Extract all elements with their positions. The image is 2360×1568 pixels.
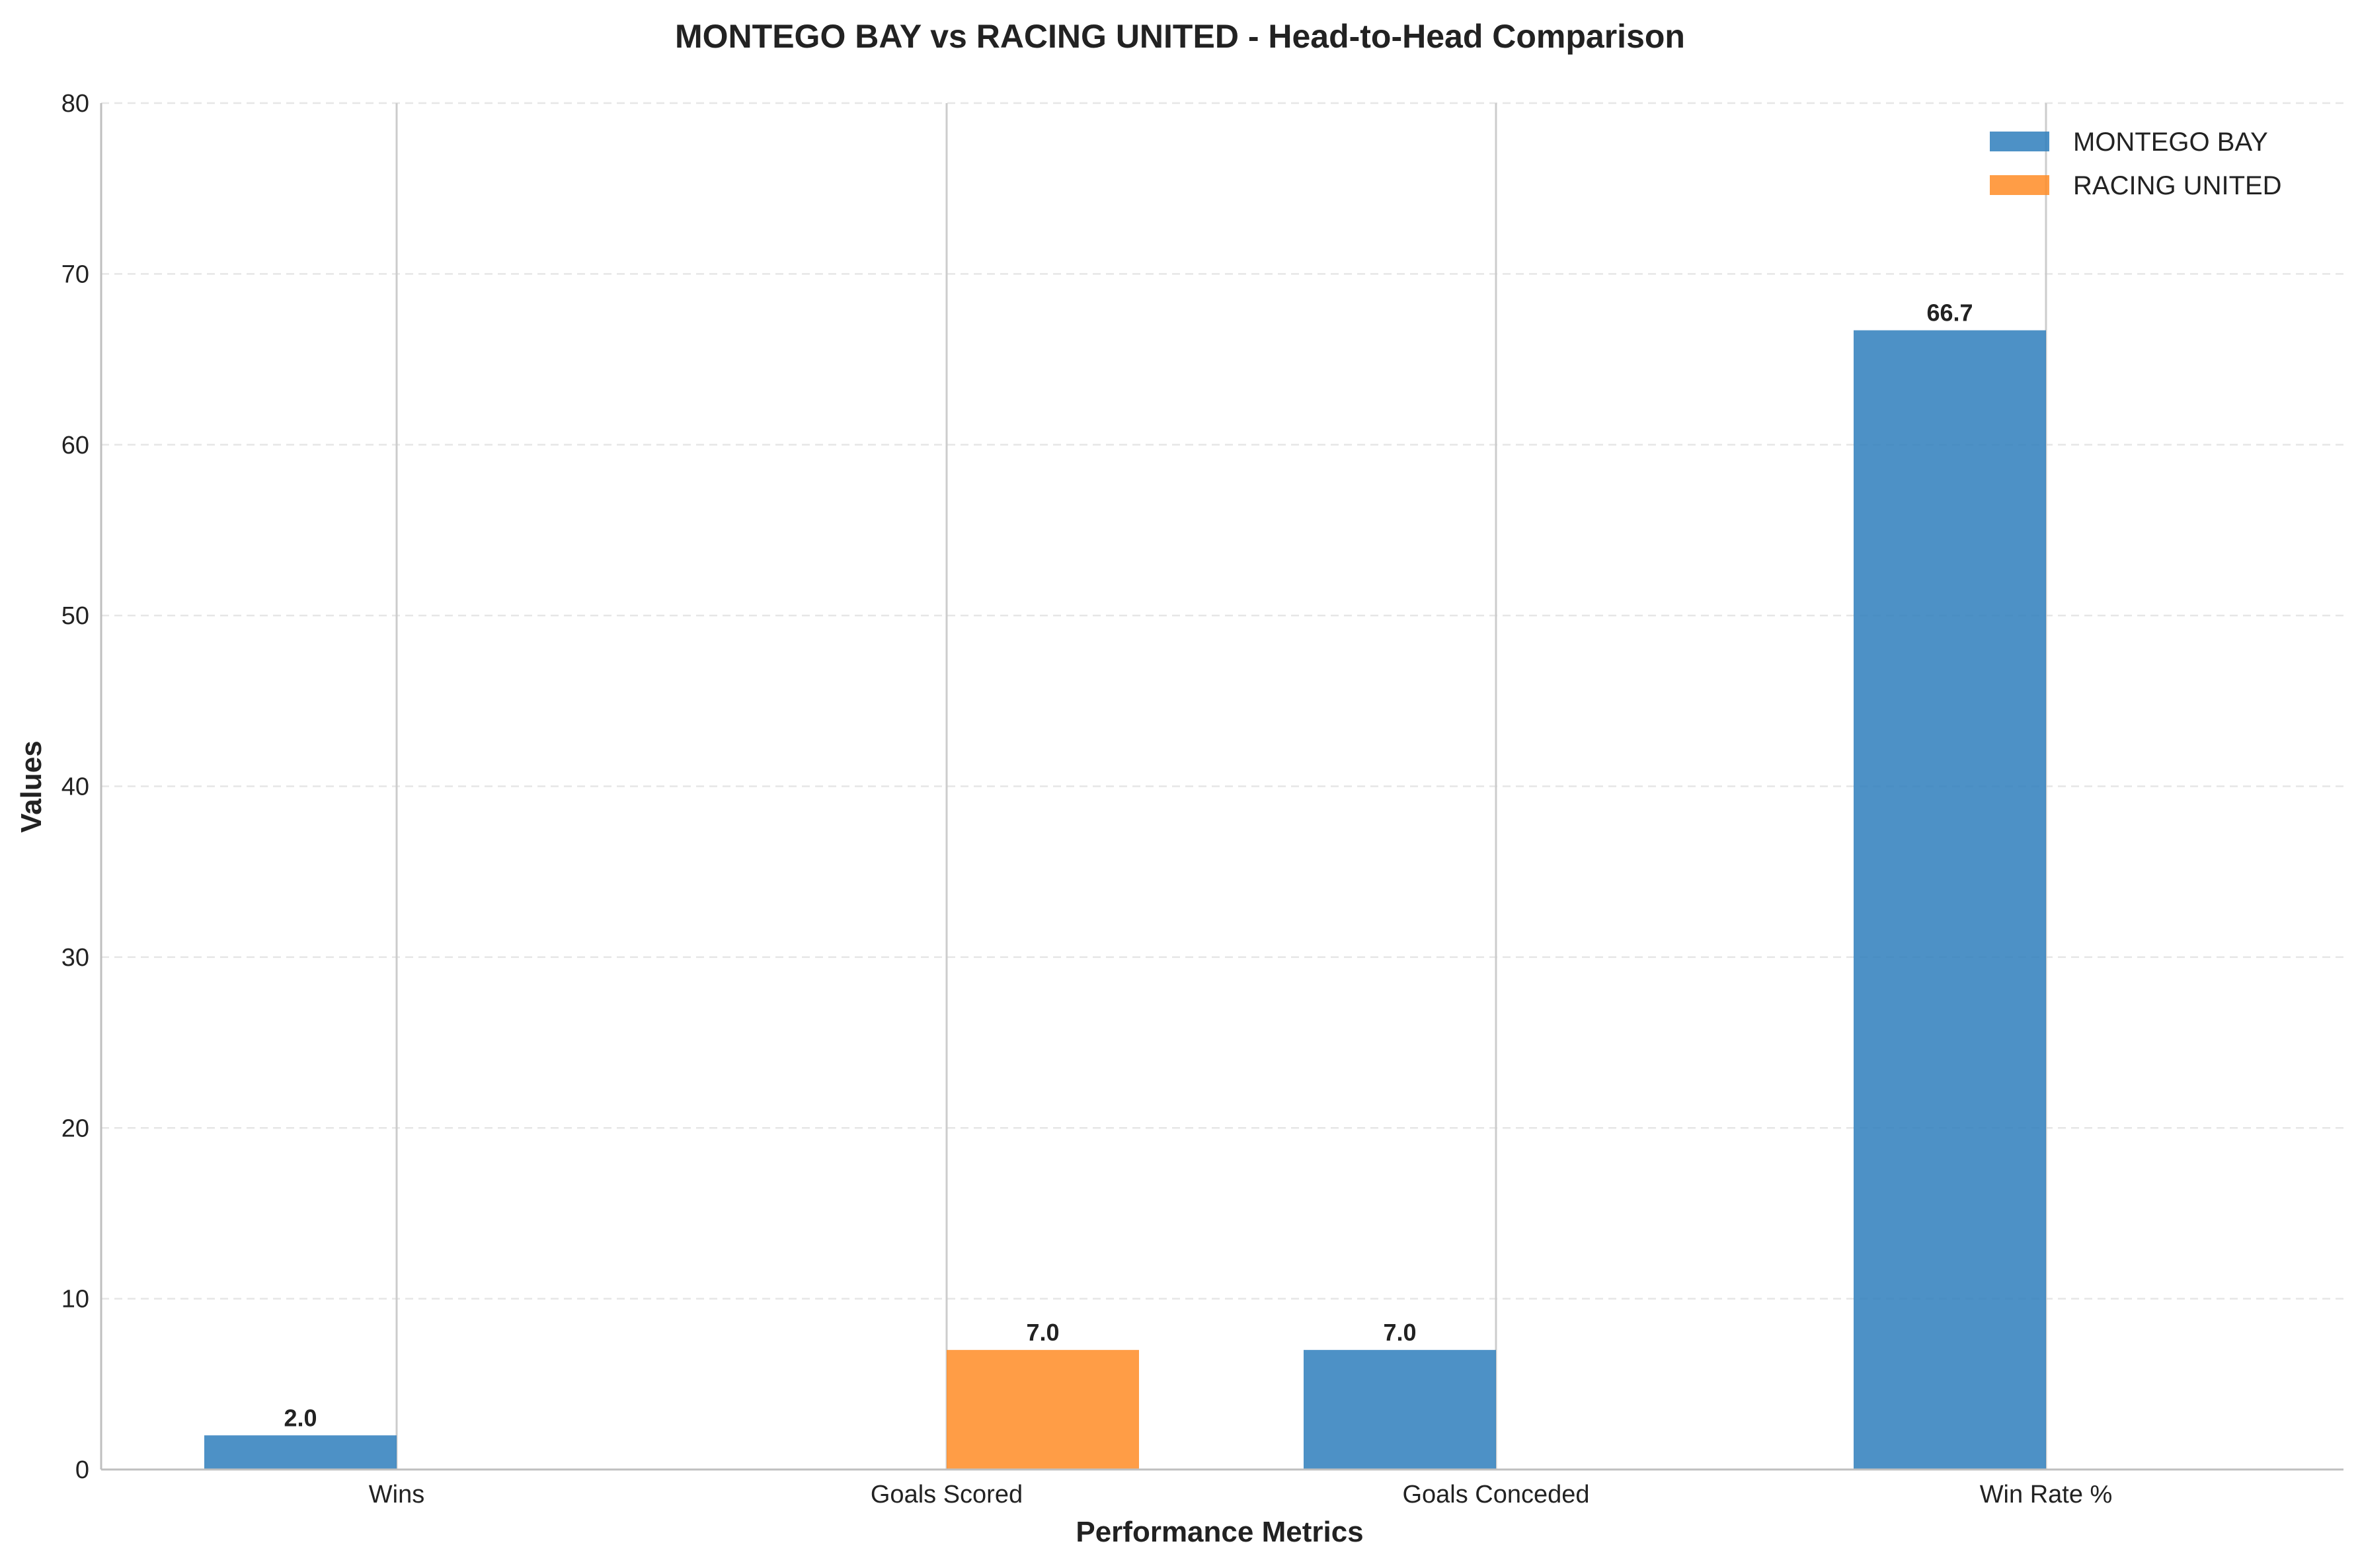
x-tick-label: Win Rate % xyxy=(1980,1481,2113,1509)
bar-montego-bay-goals-conceded xyxy=(1304,1350,1496,1470)
data-label: 2.0 xyxy=(284,1404,317,1431)
legend: MONTEGO BAY RACING UNITED xyxy=(1990,128,2282,200)
y-tick-label: 80 xyxy=(61,90,89,118)
x-axis-label: Performance Metrics xyxy=(1076,1516,1363,1548)
y-tick-label: 20 xyxy=(61,1115,89,1142)
x-tick-labels: Wins Goals Scored Goals Conceded Win Rate % xyxy=(369,1481,2113,1509)
data-labels: 2.0 7.0 7.0 66.7 xyxy=(284,299,1973,1432)
legend-swatch xyxy=(1990,132,2049,151)
bar-montego-bay-win-rate- xyxy=(1854,330,2046,1470)
data-label: 7.0 xyxy=(1026,1319,1059,1346)
data-label: 66.7 xyxy=(1926,299,1973,327)
y-tick-label: 60 xyxy=(61,432,89,459)
axes xyxy=(100,103,2343,1471)
legend-label: MONTEGO BAY xyxy=(2073,128,2268,157)
x-tick-label: Goals Conceded xyxy=(1402,1481,1589,1509)
x-tick-label: Wins xyxy=(369,1481,424,1509)
y-tick-labels: 0 10 20 30 40 50 60 70 80 xyxy=(61,90,89,1484)
x-tick-label: Goals Scored xyxy=(871,1481,1023,1509)
y-tick-label: 40 xyxy=(61,773,89,801)
y-tick-label: 30 xyxy=(61,944,89,972)
bars xyxy=(204,330,2046,1470)
bar-montego-bay-wins xyxy=(204,1435,397,1470)
y-tick-label: 70 xyxy=(61,260,89,288)
y-tick-label: 0 xyxy=(75,1456,89,1484)
legend-swatch xyxy=(1990,175,2049,195)
chart-title: MONTEGO BAY vs RACING UNITED - Head-to-H… xyxy=(675,18,1685,55)
y-tick-label: 50 xyxy=(61,602,89,630)
y-tick-label: 10 xyxy=(61,1286,89,1313)
data-label: 7.0 xyxy=(1383,1319,1416,1346)
bar-racing-united-goals-scored xyxy=(947,1350,1139,1470)
y-axis-label: Values xyxy=(15,740,48,832)
legend-label: RACING UNITED xyxy=(2073,171,2282,200)
